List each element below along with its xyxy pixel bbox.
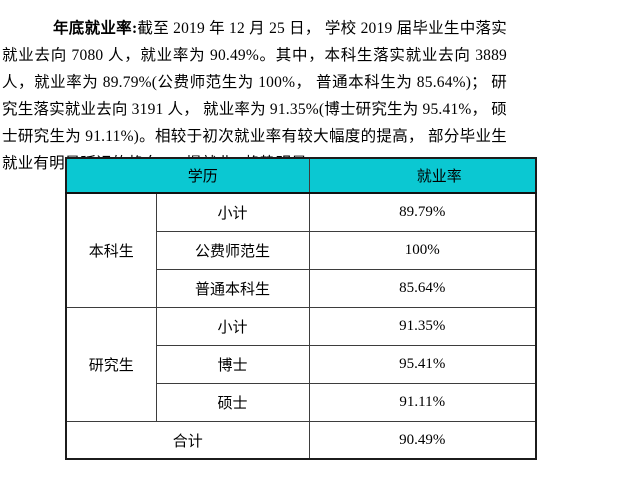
table-row: 硕士 91.11% [66, 383, 537, 422]
employment-rate-table: 学历 就业率 本科生 小计 89.79% 公费师范生 100% 普通本科生 85… [65, 157, 538, 460]
row-label-masters: 硕士 [155, 383, 310, 422]
group-graduate: 研究生 [65, 307, 157, 422]
table-row: 本科生 小计 89.79% [65, 192, 537, 308]
row-value-regular-undergrad: 85.64% [308, 269, 537, 308]
total-value: 90.49% [308, 421, 537, 460]
header-education: 学历 [65, 157, 310, 194]
table-total-row: 合计 90.49% [65, 421, 537, 460]
total-label: 合计 [65, 421, 310, 460]
row-label-regular-undergrad: 普通本科生 [155, 269, 310, 308]
row-label-public-funded-teacher: 公费师范生 [155, 231, 310, 270]
row-label-undergrad-subtotal: 小计 [155, 192, 310, 232]
row-value-undergrad-subtotal: 89.79% [308, 192, 537, 232]
table-row: 普通本科生 85.64% [66, 269, 537, 308]
row-label-grad-subtotal: 小计 [155, 307, 310, 346]
paragraph-lead-bold: 年底就业率: [53, 20, 138, 37]
row-value-grad-subtotal: 91.35% [308, 307, 537, 346]
table-header-row: 学历 就业率 [65, 157, 537, 194]
table-row: 博士 95.41% [66, 345, 537, 384]
table-row: 公费师范生 100% [66, 231, 537, 270]
employment-summary-paragraph: 年底就业率:截至 2019 年 12 月 25 日， 学校 2019 届毕业生中… [2, 15, 507, 177]
row-value-public-funded-teacher: 100% [308, 231, 537, 270]
paragraph-body-text: 截至 2019 年 12 月 25 日， 学校 2019 届毕业生中落实就业去向… [2, 20, 507, 172]
row-label-doctoral: 博士 [155, 345, 310, 384]
table-row: 研究生 小计 91.35% [65, 307, 537, 422]
group-undergraduate: 本科生 [65, 192, 157, 308]
row-value-doctoral: 95.41% [308, 345, 537, 384]
row-value-masters: 91.11% [308, 383, 537, 422]
header-employment-rate: 就业率 [308, 157, 537, 194]
